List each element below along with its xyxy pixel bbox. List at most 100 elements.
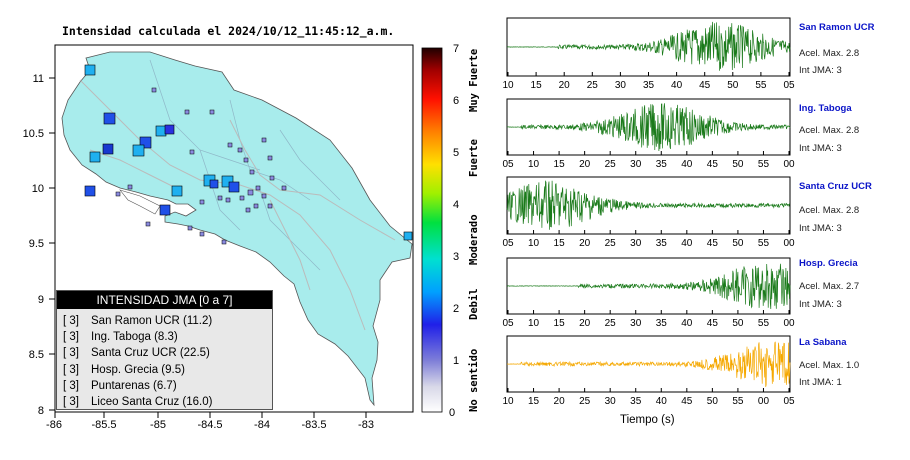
waveform-tick-label: 25 (605, 159, 617, 170)
waveform-tick-label: 15 (554, 238, 566, 249)
waveform-tick-label: 15 (554, 159, 566, 170)
scale-label: Fuerte (468, 139, 480, 177)
waveform-tick-label: 00 (783, 318, 795, 329)
waveform-tick-label: 40 (681, 159, 693, 170)
legend-text: Puntarenas (6.7) (91, 379, 177, 392)
station-accel: Acel. Max. 2.8 (799, 205, 860, 216)
station-marker (403, 231, 413, 241)
station-accel: Acel. Max. 2.8 (799, 125, 860, 136)
waveform-tick-label: 10 (502, 396, 514, 407)
waveform-tick-label: 50 (732, 159, 744, 170)
legend-bracket: [ 3] (63, 347, 79, 360)
waveform-tick-label: 55 (732, 396, 744, 407)
scale-tick: 0 (449, 407, 455, 419)
waveform-tick-label: 55 (758, 238, 770, 249)
station-name: La Sabana (799, 337, 847, 348)
legend-row: [ 3] Liceo Santa Cruz (16.0) (57, 394, 272, 410)
legend-bracket: [ 3] (63, 395, 79, 408)
waveform-tick-label: 45 (707, 318, 719, 329)
scale-bar (421, 47, 443, 413)
waveform-tick-label: 05 (783, 80, 795, 91)
station-marker (221, 175, 234, 188)
time-axis-label: Tiempo (s) (620, 414, 675, 426)
station-marker (102, 143, 114, 155)
waveform-trace (507, 341, 791, 387)
waveform-tick-label: 30 (630, 318, 642, 329)
waveform-tick-label: 50 (727, 80, 739, 91)
waveform-tick-label: 15 (531, 80, 543, 91)
lon-tick: -84.5 (197, 419, 222, 431)
waveform-trace (507, 21, 791, 71)
waveform-tick-label: 55 (758, 159, 770, 170)
scale-label: Moderado (468, 214, 480, 265)
station-int: Int JMA: 3 (799, 299, 842, 310)
waveform-tick-label: 10 (528, 159, 540, 170)
waveform-tick-label: 45 (707, 238, 719, 249)
station-marker (132, 144, 145, 157)
waveform-tick-label: 55 (758, 318, 770, 329)
station-marker (171, 185, 183, 197)
waveform-tick-label: 50 (732, 318, 744, 329)
waveform-tick-label: 20 (559, 80, 571, 91)
legend-text: Liceo Santa Cruz (16.0) (91, 395, 213, 408)
map-title: Intensidad calculada el 2024/10/12_11:45… (62, 24, 395, 38)
waveform-trace (506, 263, 791, 310)
scale-tick: 4 (453, 199, 459, 211)
road-lines (79, 79, 396, 331)
scale-tick: 1 (453, 355, 459, 367)
waveform-tick-label: 25 (605, 318, 617, 329)
small-markers (115, 87, 287, 245)
waveform-tick-label: 40 (671, 80, 683, 91)
station-marker (89, 151, 101, 163)
waveform-tick-label: 30 (630, 238, 642, 249)
legend-text: San Ramon UCR (11.2) (91, 315, 213, 327)
lat-tick: 8 (38, 405, 44, 417)
lon-tick: -83 (358, 419, 374, 431)
station-accel: Acel. Max. 2.7 (799, 281, 860, 292)
lat-tick: 9 (38, 294, 44, 306)
station-name: San Ramon UCR (799, 22, 875, 33)
waveform-tick-label: 40 (681, 238, 693, 249)
legend-row: [ 3] Hosp. Grecia (9.5) (57, 362, 272, 378)
legend-row: [ 3] Santa Cruz UCR (22.5) (57, 345, 272, 361)
legend-text: Hosp. Grecia (9.5) (91, 363, 185, 376)
intensity-legend: INTENSIDAD JMA [0 a 7] [ 3] San Ramon UCR… (56, 290, 273, 410)
waveform-tick-label: 00 (783, 159, 795, 170)
station-accel: Acel. Max. 2.8 (799, 48, 860, 59)
waveform-tick-label: 15 (554, 318, 566, 329)
waveform-tick-label: 10 (528, 238, 540, 249)
waveform-trace (506, 103, 791, 152)
scale-label: Debil (468, 288, 480, 320)
waveform-tick-label: 25 (605, 238, 617, 249)
scale-tick: 2 (453, 303, 459, 315)
waveform-tick-label: 55 (755, 80, 767, 91)
legend-row: [ 3] Ing. Taboga (8.3) (57, 329, 272, 345)
waveform-tick-label: 35 (656, 318, 668, 329)
waveform-tick-label: 20 (579, 318, 591, 329)
station-name: Ing. Taboga (799, 103, 852, 114)
scale-tick: 6 (453, 95, 459, 107)
map-tick-labels: -86 -85.5 -85 -84.5 -84 -83.5 -83 11 10.… (23, 73, 374, 431)
waveform-tick-label: 30 (630, 159, 642, 170)
waveform-tick-label: 35 (630, 396, 642, 407)
waveform-tick-label: 20 (579, 159, 591, 170)
station-accel: Acel. Max. 1.0 (799, 360, 860, 371)
waveform-tick-label: 05 (502, 318, 514, 329)
station-marker (103, 112, 116, 125)
station-marker (164, 124, 175, 135)
scale-tick: 3 (453, 251, 459, 263)
station-int: Int JMA: 1 (799, 377, 842, 388)
legend-bracket: [ 3] (63, 379, 79, 392)
lon-tick: -85 (150, 419, 166, 431)
legend-bracket: [ 3] (63, 315, 79, 327)
legend-bracket: [ 3] (63, 363, 79, 376)
waveform-tick-label: 10 (502, 80, 514, 91)
lon-tick: -84 (254, 419, 270, 431)
lat-tick: 8.5 (29, 349, 44, 361)
legend-row: [ 3] Puntarenas (6.7) (57, 378, 272, 394)
legend-header: INTENSIDAD JMA [0 a 7] (57, 291, 272, 309)
lon-tick: -85.5 (91, 419, 116, 431)
waveform-tick-label: 25 (587, 80, 599, 91)
lat-tick: 10 (32, 183, 44, 195)
waveform-tick-label: 45 (699, 80, 711, 91)
